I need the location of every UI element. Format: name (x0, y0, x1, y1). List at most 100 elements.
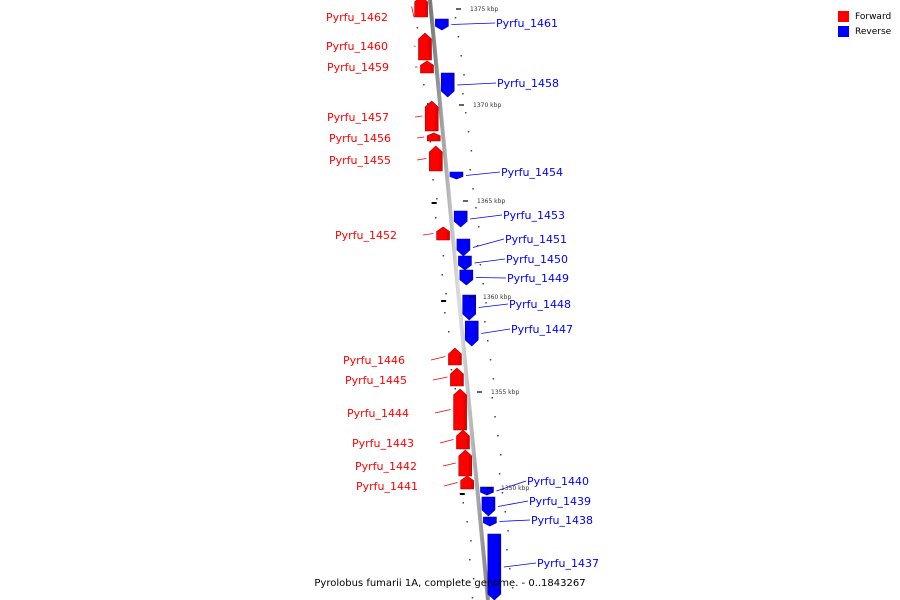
gene-label[interactable]: Pyrfu_1454 (501, 166, 563, 179)
minor-tick (482, 283, 484, 285)
gene-pyrfu-1438[interactable]: Pyrfu_1438 (483, 514, 593, 527)
gene-label[interactable]: Pyrfu_1450 (506, 253, 568, 266)
gene-label[interactable]: Pyrfu_1456 (329, 132, 391, 145)
minor-tick (475, 207, 477, 209)
gene-pyrfu-1448[interactable]: Pyrfu_1448 (462, 294, 571, 321)
gene-pyrfu-1442[interactable]: Pyrfu_1442 (355, 449, 473, 477)
gene-label[interactable]: Pyrfu_1437 (537, 557, 599, 570)
gene-arrow[interactable] (456, 429, 470, 450)
gene-arrow[interactable] (464, 320, 479, 347)
gene-arrow[interactable] (429, 145, 443, 172)
gene-pyrfu-1458[interactable]: Pyrfu_1458 (440, 72, 559, 98)
gene-label[interactable]: Pyrfu_1439 (529, 495, 591, 508)
gene-arrow[interactable] (483, 516, 497, 527)
gene-pyrfu-1449[interactable]: Pyrfu_1449 (459, 269, 569, 286)
gene-pyrfu-1460[interactable]: Pyrfu_1460 (326, 32, 432, 61)
gene-pyrfu-1462[interactable]: Pyrfu_1462 (326, 0, 428, 24)
gene-label[interactable]: Pyrfu_1438 (531, 514, 593, 527)
gene-arrow[interactable] (458, 449, 473, 477)
gene-pyrfu-1453[interactable]: Pyrfu_1453 (453, 209, 565, 228)
gene-label[interactable]: Pyrfu_1457 (327, 111, 389, 124)
gene-pyrfu-1459[interactable]: Pyrfu_1459 (327, 60, 434, 74)
gene-shade (439, 152, 443, 171)
minor-tick (454, 388, 457, 390)
gene-label[interactable]: Pyrfu_1441 (356, 480, 418, 493)
gene-shade (445, 19, 449, 27)
gene-label[interactable]: Pyrfu_1459 (327, 61, 389, 74)
gene-pyrfu-1445[interactable]: Pyrfu_1445 (345, 367, 464, 387)
gene-pyrfu-1461[interactable]: Pyrfu_1461 (435, 17, 558, 31)
gene-arrow[interactable] (481, 496, 496, 517)
gene-label[interactable]: Pyrfu_1460 (326, 40, 388, 53)
gene-arrow[interactable] (462, 294, 477, 321)
gene-pyrfu-1450[interactable]: Pyrfu_1450 (458, 253, 568, 271)
gene-pyrfu-1439[interactable]: Pyrfu_1439 (481, 495, 591, 517)
gene-pyrfu-1455[interactable]: Pyrfu_1455 (329, 145, 443, 172)
gene-pyrfu-1440[interactable]: Pyrfu_1440 (480, 475, 589, 496)
gene-arrow[interactable] (440, 72, 455, 98)
gene-pyrfu-1441[interactable]: Pyrfu_1441 (356, 475, 474, 493)
gene-pyrfu-1447[interactable]: Pyrfu_1447 (464, 320, 573, 347)
gene-arrow[interactable] (459, 269, 474, 286)
forward-swatch (838, 11, 849, 22)
gene-label[interactable]: Pyrfu_1446 (343, 354, 405, 367)
gene-arrow[interactable] (453, 210, 468, 228)
gene-arrow[interactable] (448, 347, 462, 366)
gene-arrow[interactable] (426, 132, 441, 142)
gene-arrow[interactable] (420, 60, 434, 74)
gene-label[interactable]: Pyrfu_1443 (352, 437, 414, 450)
gene-arrow[interactable] (450, 367, 464, 387)
gene-label[interactable]: Pyrfu_1455 (329, 154, 391, 167)
gene-pyrfu-1444[interactable]: Pyrfu_1444 (347, 388, 467, 431)
gene-leader-line (497, 500, 529, 507)
gene-arrow[interactable] (480, 486, 494, 496)
gene-arrow[interactable] (458, 255, 472, 271)
gene-pyrfu-1452[interactable]: Pyrfu_1452 (335, 226, 450, 242)
gene-label[interactable]: Pyrfu_1444 (347, 407, 409, 420)
gene-label[interactable]: Pyrfu_1449 (507, 272, 569, 285)
gene-label[interactable]: Pyrfu_1452 (335, 229, 397, 242)
minor-tick (464, 112, 467, 114)
gene-shade (446, 231, 450, 240)
gene-arrow[interactable] (414, 0, 428, 18)
scale-label: 1350 kbp (501, 485, 529, 492)
gene-arrow[interactable] (449, 171, 464, 180)
minor-tick (491, 397, 494, 399)
minor-tick (492, 378, 495, 380)
gene-pyrfu-1457[interactable]: Pyrfu_1457 (327, 100, 439, 132)
gene-shade (458, 353, 462, 365)
gene-leader-line (478, 303, 509, 308)
gene-arrow[interactable] (460, 475, 474, 490)
minor-tick (416, 27, 419, 29)
gene-label[interactable]: Pyrfu_1451 (505, 233, 567, 246)
gene-leader-line (451, 22, 496, 25)
gene-arrow[interactable] (487, 533, 502, 600)
gene-pyrfu-1446[interactable]: Pyrfu_1446 (343, 347, 462, 367)
gene-leader-line (496, 480, 527, 492)
gene-pyrfu-1456[interactable]: Pyrfu_1456 (329, 132, 441, 145)
gene-pyrfu-1454[interactable]: Pyrfu_1454 (449, 166, 563, 180)
gene-arrow[interactable] (436, 226, 450, 241)
gene-pyrfu-1451[interactable]: Pyrfu_1451 (456, 233, 567, 257)
gene-shade (460, 374, 464, 386)
minor-tick (463, 74, 465, 76)
gene-label[interactable]: Pyrfu_1447 (511, 323, 573, 336)
gene-pyrfu-1443[interactable]: Pyrfu_1443 (352, 429, 470, 450)
gene-arrow[interactable] (424, 100, 439, 132)
gene-label[interactable]: Pyrfu_1462 (326, 11, 388, 24)
gene-arrow[interactable] (435, 18, 449, 31)
gene-arrow[interactable] (418, 32, 432, 61)
gene-arrow[interactable] (456, 238, 471, 257)
gene-leader-line (416, 136, 425, 139)
gene-arrow[interactable] (453, 388, 467, 431)
gene-label[interactable]: Pyrfu_1445 (345, 374, 407, 387)
gene-label[interactable]: Pyrfu_1442 (355, 460, 417, 473)
gene-shade (463, 395, 467, 430)
gene-label[interactable]: Pyrfu_1458 (497, 77, 559, 90)
gene-label[interactable]: Pyrfu_1440 (527, 475, 589, 488)
scale-label: 1355 kbp (491, 389, 519, 396)
gene-pyrfu-1437[interactable]: Pyrfu_1437 (487, 533, 599, 600)
gene-label[interactable]: Pyrfu_1461 (496, 17, 558, 30)
gene-label[interactable]: Pyrfu_1448 (509, 298, 571, 311)
gene-label[interactable]: Pyrfu_1453 (503, 209, 565, 222)
